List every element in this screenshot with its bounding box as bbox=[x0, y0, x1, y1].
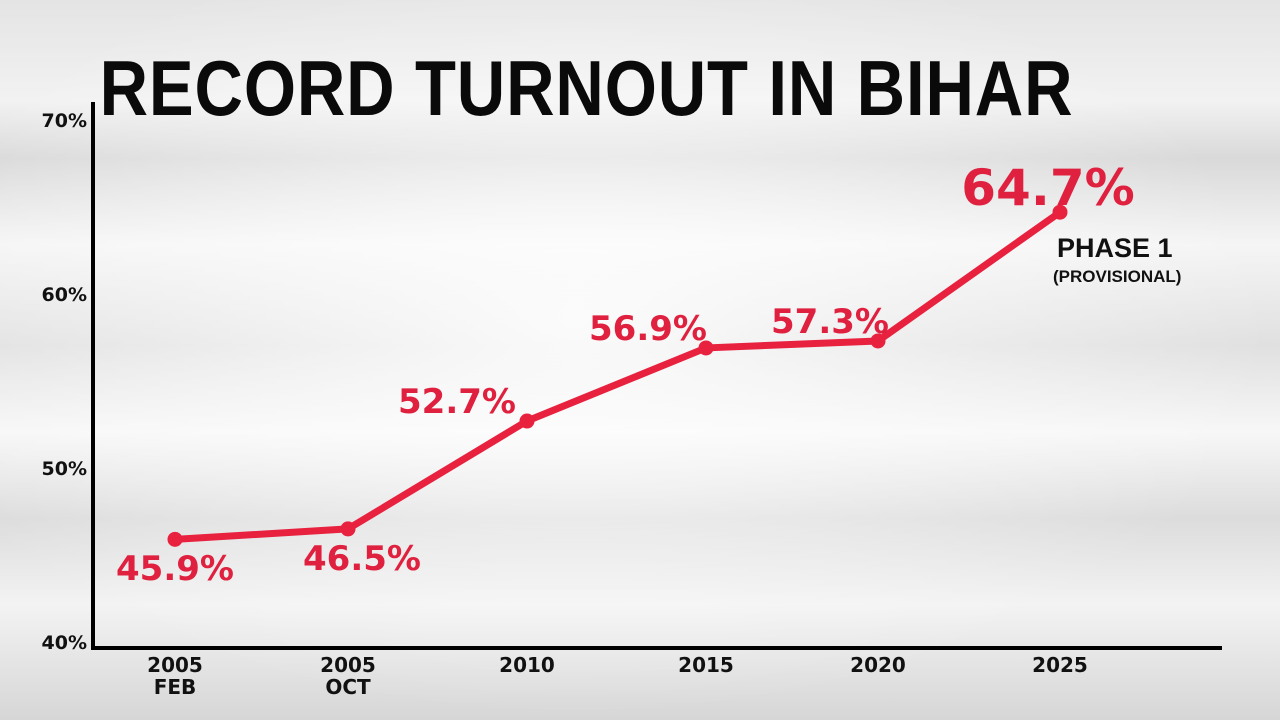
chart-title: RECORD TURNOUT IN BIHAR bbox=[99, 44, 1074, 132]
data-label: 57.3% bbox=[771, 302, 889, 342]
chart-axes bbox=[91, 102, 1222, 650]
data-label: 46.5% bbox=[303, 539, 421, 579]
x-tick-label: 2025 bbox=[1032, 653, 1088, 677]
y-tick-label: 40% bbox=[42, 632, 87, 654]
x-tick-label: OCT bbox=[325, 675, 371, 699]
data-label: 64.7% bbox=[961, 159, 1134, 217]
x-tick-label: 2005 bbox=[147, 653, 203, 677]
y-tick-label: 60% bbox=[42, 284, 87, 306]
x-tick-label: 2020 bbox=[850, 653, 906, 677]
data-point bbox=[870, 333, 886, 349]
x-tick-label: 2010 bbox=[499, 653, 555, 677]
data-point bbox=[1052, 204, 1068, 220]
annotation-phase: PHASE 1 bbox=[1057, 233, 1173, 263]
turnout-series bbox=[167, 204, 1068, 547]
y-tick-label: 70% bbox=[42, 110, 87, 132]
y-axis-ticks: 40% 50% 60% 70% bbox=[42, 110, 87, 654]
data-point bbox=[167, 531, 183, 547]
data-label: 52.7% bbox=[398, 382, 516, 422]
annotation-provisional: (PROVISIONAL) bbox=[1053, 267, 1181, 286]
x-tick-label: 2005 bbox=[320, 653, 376, 677]
x-tick-label: FEB bbox=[154, 675, 197, 699]
data-label: 45.9% bbox=[116, 549, 234, 589]
y-tick-label: 50% bbox=[42, 458, 87, 480]
data-point bbox=[519, 413, 535, 429]
turnout-line bbox=[171, 208, 1064, 543]
data-label: 56.9% bbox=[589, 309, 707, 349]
data-point bbox=[698, 340, 714, 356]
phase-annotation: PHASE 1 (PROVISIONAL) bbox=[1053, 233, 1181, 286]
data-labels: 45.9% 46.5% 52.7% 56.9% 57.3% 64.7% bbox=[116, 159, 1135, 589]
data-point bbox=[340, 521, 356, 537]
x-tick-label: 2015 bbox=[678, 653, 734, 677]
